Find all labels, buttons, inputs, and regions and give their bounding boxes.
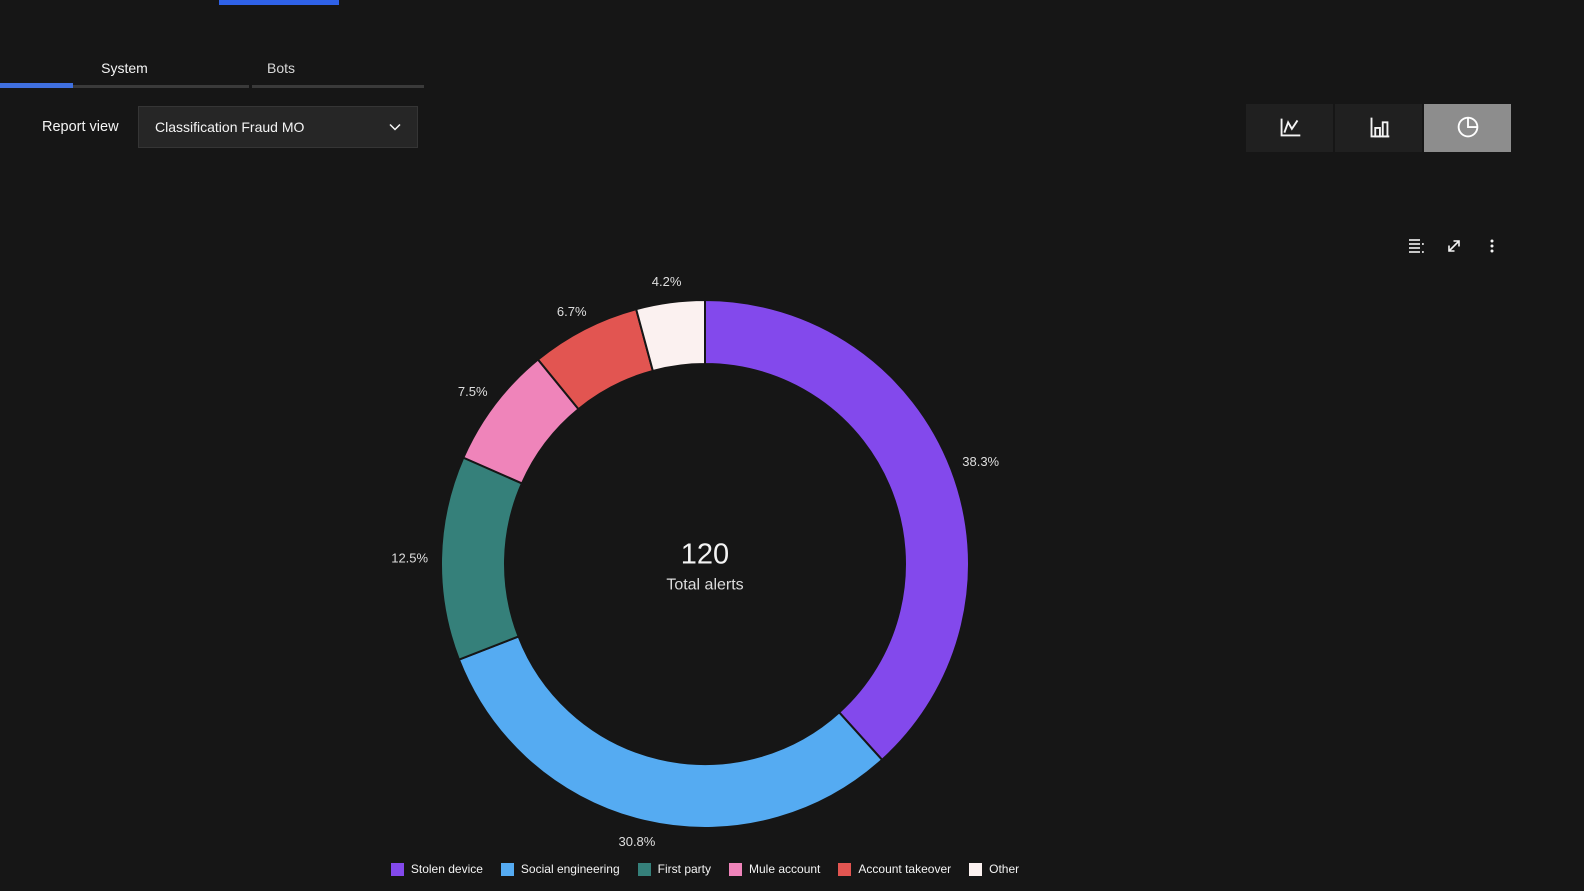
legend-item-social-engineering[interactable]: Social engineering <box>500 862 620 876</box>
show-data-table-button[interactable] <box>1404 235 1428 259</box>
chevron-down-icon <box>389 123 401 131</box>
slice-pct-label-account-takeover: 6.7% <box>556 303 587 319</box>
line-chart-icon <box>1275 112 1305 145</box>
donut-slice-other[interactable] <box>634 298 706 373</box>
legend-swatch-stolen-device <box>390 862 404 876</box>
overflow-menu-button[interactable] <box>1480 235 1504 259</box>
maximize-icon <box>1446 238 1462 257</box>
report-view-dropdown[interactable]: Classification Fraud MO <box>138 106 418 148</box>
chart-legend: Stolen device Social engineering First par… <box>390 862 1019 876</box>
chart-card-actions <box>1404 235 1504 259</box>
kebab-menu-icon <box>1484 238 1500 257</box>
legend-item-stolen-device[interactable]: Stolen device <box>390 862 483 876</box>
bar-chart-icon <box>1364 112 1394 145</box>
slice-pct-label-first-party: 12.5% <box>391 550 429 566</box>
legend-item-account-takeover[interactable]: Account takeover <box>838 862 951 876</box>
legend-item-first-party[interactable]: First party <box>637 862 712 876</box>
legend-label-other: Other <box>989 862 1020 876</box>
slice-pct-label-other: 4.2% <box>651 274 682 290</box>
bar-chart-button[interactable] <box>1335 104 1422 152</box>
slice-pct-label-mule-account: 7.5% <box>457 384 488 400</box>
chart-type-toolbar <box>1246 104 1511 152</box>
legend-swatch-other <box>969 862 983 876</box>
legend-label-account-takeover: Account takeover <box>858 862 952 876</box>
maximize-button[interactable] <box>1442 235 1466 259</box>
donut-svg <box>440 298 970 829</box>
legend-swatch-first-party <box>637 862 651 876</box>
donut-slice-social-engineering[interactable] <box>457 635 884 829</box>
tab-bots-label: Bots <box>267 59 296 76</box>
legend-swatch-social-engineering <box>500 862 514 876</box>
legend-label-first-party: First party <box>657 862 712 876</box>
report-view-label: Report view <box>42 119 119 135</box>
tab-bar: System Bots <box>0 50 424 88</box>
legend-item-mule-account[interactable]: Mule account <box>729 862 820 876</box>
tab-system-label: System <box>101 59 148 76</box>
data-table-icon <box>1407 237 1425 258</box>
slice-pct-label-stolen-device: 38.3% <box>962 454 1000 470</box>
pie-chart-icon <box>1453 112 1483 145</box>
legend-label-social-engineering: Social engineering <box>520 862 620 876</box>
tab-bots[interactable]: Bots <box>252 50 424 88</box>
slice-pct-label-social-engineering: 30.8% <box>618 833 656 849</box>
report-view-dropdown-value: Classification Fraud MO <box>155 119 305 135</box>
tab-system[interactable]: System <box>0 50 249 88</box>
line-chart-button[interactable] <box>1246 104 1333 152</box>
legend-item-other[interactable]: Other <box>969 862 1019 876</box>
top-nav-active-tab-indicator <box>219 0 339 5</box>
donut-chart: 38.3% 30.8% 12.5% 7.5% 6.7% 4.2% 120 Total al… <box>391 274 999 848</box>
legend-label-mule-account: Mule account <box>749 862 821 876</box>
legend-label-stolen-device: Stolen device <box>410 862 483 876</box>
donut-slice-first-party[interactable] <box>440 456 524 661</box>
legend-swatch-mule-account <box>729 862 743 876</box>
active-tab-underline <box>0 83 73 88</box>
legend-swatch-account-takeover <box>838 862 852 876</box>
donut-slice-stolen-device[interactable] <box>704 298 970 762</box>
donut-chart-button[interactable] <box>1424 104 1511 152</box>
